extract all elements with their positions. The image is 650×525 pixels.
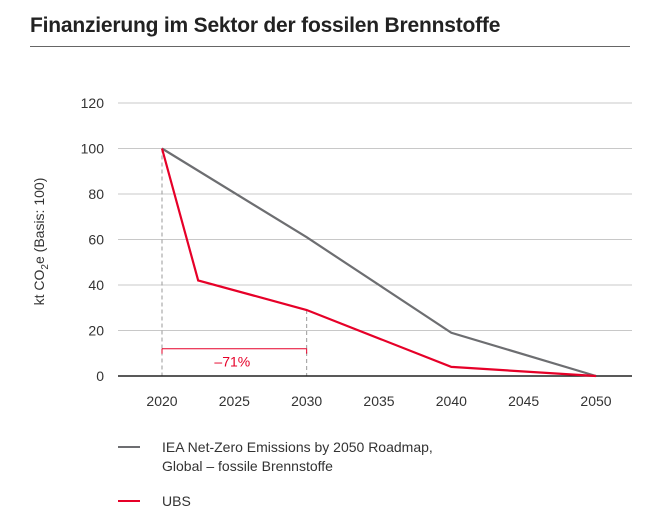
y-tick-label-120: 120 [81, 95, 105, 111]
x-tick-label-2020: 2020 [146, 393, 177, 409]
series-line-iea [161, 147, 597, 378]
x-tick-label-2025: 2025 [219, 393, 250, 409]
legend-swatch-iea [118, 446, 140, 448]
legend-swatch-ubs [118, 500, 140, 502]
y-tick-label-20: 20 [88, 323, 104, 339]
x-tick-label-2050: 2050 [580, 393, 611, 409]
y-tick-label-40: 40 [88, 277, 104, 293]
annotation-label: –71% [214, 354, 250, 370]
y-axis-label: kt CO2e (Basis: 100) [31, 178, 51, 306]
y-tick-label-100: 100 [81, 141, 105, 157]
title-divider [30, 46, 630, 47]
legend-label-ubs: UBS [162, 493, 191, 509]
chart-title: Finanzierung im Sektor der fossilen Bren… [30, 14, 501, 37]
y-tick-label-0: 0 [96, 368, 104, 384]
x-tick-label-2045: 2045 [508, 393, 539, 409]
y-tick-label-80: 80 [88, 186, 104, 202]
x-tick-label-2040: 2040 [436, 393, 467, 409]
legend-label-iea: IEA Net-Zero Emissions by 2050 Roadmap, … [162, 439, 433, 474]
x-tick-label-2030: 2030 [291, 393, 322, 409]
x-tick-label-2035: 2035 [363, 393, 394, 409]
y-tick-label-60: 60 [88, 232, 104, 248]
series-line-ubs [160, 148, 597, 378]
